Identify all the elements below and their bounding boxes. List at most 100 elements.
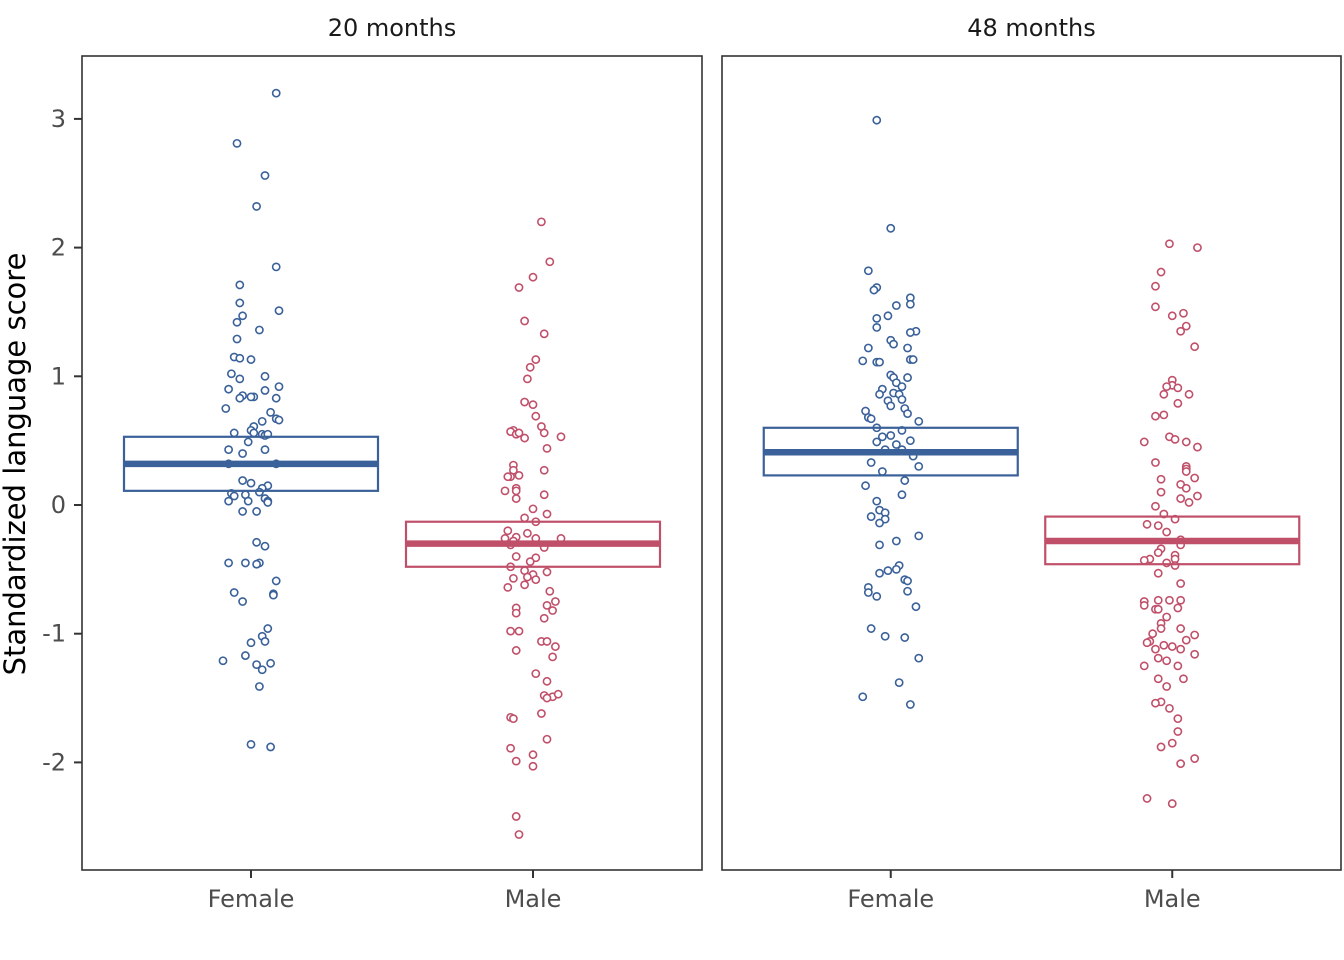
data-point xyxy=(875,389,884,399)
data-point xyxy=(254,682,264,691)
data-point xyxy=(271,393,281,403)
data-point xyxy=(1142,638,1152,648)
data-point xyxy=(511,756,521,766)
data-point xyxy=(537,217,546,227)
data-point xyxy=(257,665,267,675)
data-point xyxy=(1139,437,1149,447)
data-point xyxy=(539,490,549,500)
data-point xyxy=(872,591,882,601)
data-point xyxy=(511,494,521,503)
data-point xyxy=(218,656,228,666)
data-point xyxy=(537,709,546,718)
data-point xyxy=(539,465,549,475)
data-point xyxy=(229,428,239,438)
data-point xyxy=(1162,656,1172,666)
data-point xyxy=(875,518,884,528)
data-point xyxy=(506,743,515,753)
data-point xyxy=(229,491,239,501)
data-point xyxy=(238,507,247,516)
data-point xyxy=(271,88,281,98)
data-point xyxy=(224,445,233,455)
data-point xyxy=(531,669,541,678)
data-point xyxy=(542,693,552,703)
data-point xyxy=(520,316,529,326)
data-point xyxy=(226,369,236,379)
data-point xyxy=(257,416,267,426)
data-point xyxy=(875,540,884,550)
data-point xyxy=(542,509,552,519)
data-point xyxy=(243,496,253,506)
data-point xyxy=(863,266,873,276)
data-point xyxy=(891,440,901,449)
data-point xyxy=(1167,311,1177,321)
data-point xyxy=(1151,501,1160,511)
data-point xyxy=(1179,308,1188,318)
data-point xyxy=(503,526,513,536)
data-point xyxy=(1173,383,1183,393)
data-point xyxy=(1193,243,1202,252)
y-tick-label: 3 xyxy=(51,105,66,133)
data-point xyxy=(1173,714,1183,724)
data-point xyxy=(246,478,256,488)
data-point xyxy=(232,334,242,344)
data-point xyxy=(520,397,529,407)
data-point xyxy=(1139,661,1149,671)
panel-border xyxy=(721,55,1342,871)
data-point xyxy=(1184,498,1194,507)
data-point xyxy=(872,437,882,447)
data-point xyxy=(858,692,868,702)
data-point xyxy=(908,355,918,364)
data-point xyxy=(545,257,555,267)
data-point xyxy=(883,566,893,576)
data-point xyxy=(224,558,233,568)
data-point xyxy=(542,637,552,646)
data-point xyxy=(1190,630,1200,640)
data-point xyxy=(903,343,912,353)
data-point xyxy=(274,382,284,391)
data-point xyxy=(235,353,245,363)
panel: 48 months Female Male xyxy=(721,14,1342,913)
data-point xyxy=(548,652,557,662)
data-point xyxy=(1165,703,1174,713)
data-point xyxy=(263,624,273,633)
data-point xyxy=(894,678,904,688)
data-point xyxy=(1167,642,1177,651)
data-point xyxy=(914,416,924,426)
data-point xyxy=(224,496,233,506)
data-point xyxy=(903,576,912,586)
data-point xyxy=(232,138,242,148)
data-point xyxy=(224,384,233,394)
data-point xyxy=(1151,458,1160,467)
y-tick-label: 0 xyxy=(51,491,66,519)
data-point xyxy=(235,393,245,403)
x-tick-label: Female xyxy=(208,885,295,913)
data-point xyxy=(511,608,521,618)
data-point xyxy=(260,637,270,646)
data-point xyxy=(1165,595,1174,605)
data-point xyxy=(542,676,552,686)
data-point xyxy=(869,285,879,295)
data-point xyxy=(539,329,549,339)
data-point xyxy=(528,272,538,282)
panel-border xyxy=(81,55,703,871)
data-point xyxy=(252,202,261,211)
data-point xyxy=(520,580,529,590)
data-point xyxy=(252,660,261,669)
data-point xyxy=(243,437,253,447)
data-point xyxy=(500,486,510,496)
data-point xyxy=(1162,527,1172,537)
data-point xyxy=(252,559,261,569)
x-tick-label: Male xyxy=(1144,885,1201,913)
data-point xyxy=(1151,698,1160,708)
data-point xyxy=(875,568,884,578)
data-point xyxy=(246,392,256,402)
data-point xyxy=(863,343,873,353)
data-point xyxy=(1153,521,1163,530)
panel-title: 48 months xyxy=(967,14,1096,42)
data-point xyxy=(891,301,901,310)
data-point xyxy=(1142,519,1152,529)
x-tick-label: Male xyxy=(505,885,562,913)
data-point xyxy=(509,714,518,724)
data-point xyxy=(509,573,518,583)
data-point xyxy=(877,432,887,442)
